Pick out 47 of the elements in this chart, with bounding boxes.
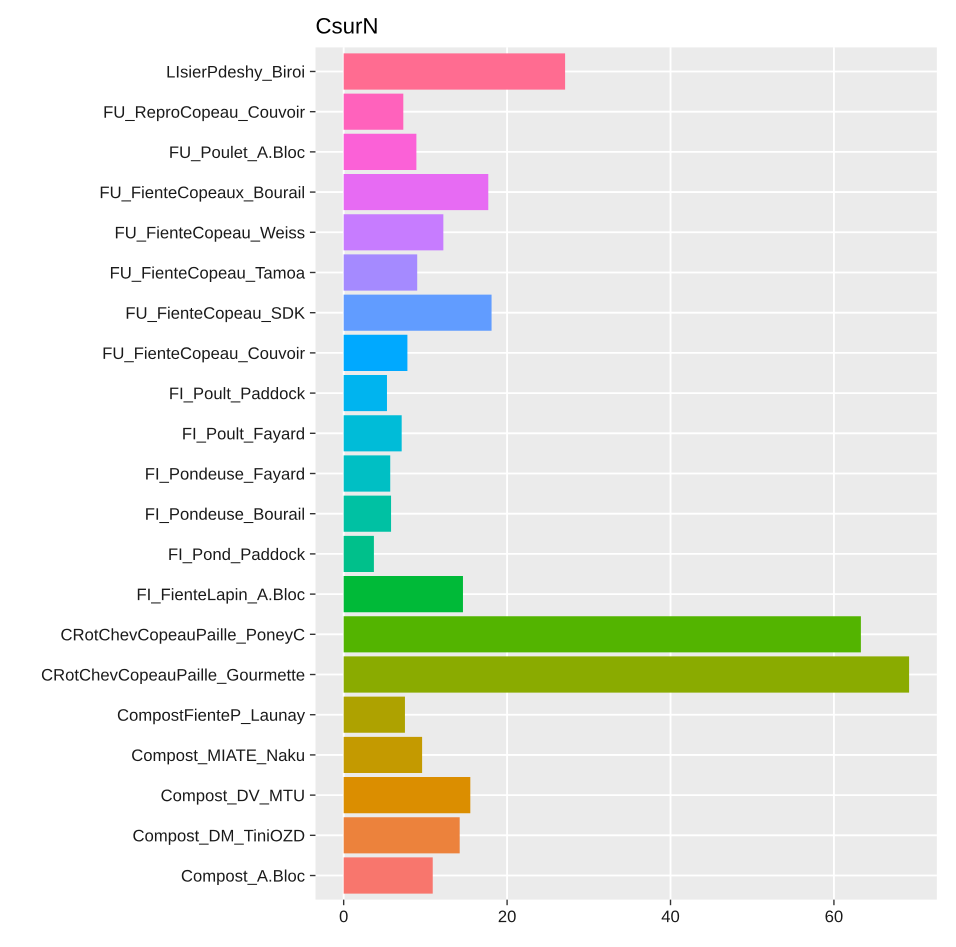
x-tick-label: 60: [826, 910, 843, 922]
bar: [344, 536, 374, 572]
y-tick-label: Compost_DM_TiniOZD: [133, 829, 304, 845]
y-tick-label: FI_Pondeuse_Bourail: [146, 508, 304, 524]
y-tick-label: FU_FienteCopeau_Tamoa: [110, 266, 306, 282]
x-tick-label: 0: [340, 910, 348, 922]
x-tick-label: 40: [662, 910, 680, 922]
y-tick-label: CRotChevCopeauPaille_PoneyC: [61, 628, 304, 644]
bar: [344, 696, 405, 733]
y-tick-label: FI_Pondeuse_Fayard: [146, 467, 304, 483]
y-tick-label: Compost_DV_MTU: [161, 790, 304, 805]
bar: [344, 576, 463, 612]
y-tick-label: Compost_MIATE_Naku: [132, 748, 304, 764]
bar: [344, 214, 444, 250]
bar: [344, 656, 910, 693]
chart-title: CsurN: [316, 18, 377, 34]
bar: [344, 174, 488, 210]
bar: [344, 496, 392, 532]
bar: [344, 254, 418, 291]
y-tick-label: FI_Pond_Paddock: [169, 548, 306, 564]
y-tick-label: FU_Poulet_A.Bloc: [170, 146, 305, 162]
y-tick-label: LIsierPdeshy_Biroi: [167, 65, 304, 81]
y-tick-label: FU_FienteCopeau_SDK: [126, 306, 305, 322]
bar: [344, 415, 402, 452]
bar: [344, 94, 404, 130]
bar: [344, 616, 861, 652]
bar: [344, 134, 416, 170]
bar: [344, 736, 422, 774]
y-tick-label: FU_ReproCopeau_Couvoir: [104, 106, 305, 122]
bar: [344, 334, 408, 371]
bar: [344, 294, 492, 331]
y-tick-label: Compost_A.Bloc: [182, 869, 305, 886]
y-tick-label: FU_FienteCopeau_Couvoir: [104, 346, 305, 362]
y-tick-label: CRotChevCopeauPaille_Gourmette: [42, 668, 304, 684]
bar: [344, 857, 433, 894]
bar: [344, 375, 387, 412]
y-tick-label: FU_FienteCopeau_Weiss: [116, 226, 304, 242]
bar: [344, 53, 566, 90]
y-tick-label: FU_FienteCopeaux_Bourail: [100, 186, 304, 202]
y-tick-label: FI_FienteLapin_A.Bloc: [138, 588, 305, 604]
y-tick-label: FI_Poult_Paddock: [170, 387, 306, 402]
bar: [344, 455, 390, 492]
y-tick-label: CompostFienteP_Launay: [118, 708, 306, 724]
bar: [344, 777, 470, 814]
bar: [344, 817, 460, 854]
y-tick-label: FI_Poult_Fayard: [183, 427, 304, 443]
x-tick-label: 20: [498, 910, 516, 922]
